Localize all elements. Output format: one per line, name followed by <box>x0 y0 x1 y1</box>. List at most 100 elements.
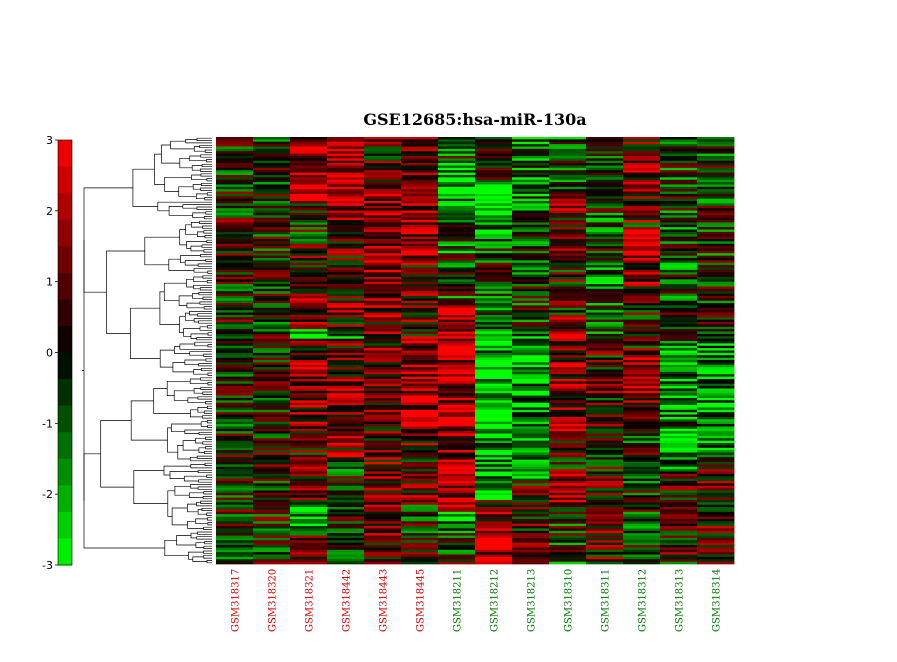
heatmap-cell <box>290 189 328 192</box>
heatmap-cell <box>290 241 328 245</box>
heatmap-cell <box>327 523 365 527</box>
heatmap-cell <box>253 243 291 247</box>
heatmap-cell <box>438 179 476 183</box>
heatmap-cell <box>401 502 439 506</box>
heatmap-cell <box>216 556 254 560</box>
heatmap-cell <box>660 336 698 339</box>
heatmap-cell <box>660 217 698 221</box>
heatmap-cell <box>364 231 402 235</box>
heatmap-cell <box>401 497 439 501</box>
heatmap-cell <box>216 248 254 252</box>
heatmap-cell <box>697 307 735 311</box>
heatmap-cell <box>327 450 365 453</box>
heatmap-cell <box>327 350 365 354</box>
heatmap-cell <box>401 189 439 192</box>
heatmap-cell <box>549 454 587 458</box>
heatmap-cell <box>623 286 661 290</box>
heatmap-cell <box>586 179 624 183</box>
heatmap-cell <box>290 533 328 536</box>
heatmap-cell <box>216 241 254 245</box>
dendrogram-link <box>197 531 212 535</box>
dendrogram-link <box>192 212 206 219</box>
heatmap-cell <box>623 435 661 439</box>
heatmap-cell <box>623 561 661 565</box>
heatmap-cell <box>549 189 587 192</box>
heatmap-cell <box>549 440 587 444</box>
heatmap-cell <box>549 374 587 377</box>
heatmap-cell <box>697 490 735 494</box>
dendrogram-link <box>194 341 212 347</box>
heatmap-cell <box>438 158 476 162</box>
heatmap-cell <box>586 402 624 406</box>
heatmap-cell <box>290 193 328 197</box>
heatmap-cell <box>549 412 587 415</box>
heatmap-cell <box>327 526 365 529</box>
heatmap-cell <box>364 528 402 532</box>
heatmap-cell <box>549 250 587 254</box>
heatmap-cell <box>623 262 661 266</box>
heatmap-cell <box>586 367 624 370</box>
dendrogram-link <box>206 405 212 409</box>
heatmap-cell <box>327 409 365 413</box>
heatmap-cell <box>438 182 476 185</box>
heatmap-cell <box>327 559 365 562</box>
heatmap-cell <box>549 435 587 439</box>
heatmap-cell <box>327 227 365 230</box>
heatmap-cell <box>512 466 550 470</box>
heatmap-cell <box>623 191 661 195</box>
dendrogram-link <box>205 401 212 405</box>
heatmap-cell <box>401 208 439 211</box>
heatmap-cell <box>438 144 476 147</box>
heatmap-cell <box>253 295 291 299</box>
heatmap-cell <box>327 246 365 249</box>
heatmap-cell <box>216 255 254 259</box>
heatmap-cell <box>327 293 365 297</box>
heatmap-cell <box>697 288 735 292</box>
heatmap-cell <box>586 139 624 143</box>
heatmap-cell <box>364 395 402 399</box>
heatmap-cell <box>475 461 513 465</box>
heatmap-cell <box>512 229 550 233</box>
heatmap-cell <box>549 357 587 361</box>
heatmap-cell <box>401 547 439 551</box>
heatmap-cell <box>623 307 661 311</box>
heatmap-cell <box>327 405 365 408</box>
heatmap-cell <box>475 537 513 541</box>
heatmap-cell <box>697 435 735 439</box>
dendrogram-link <box>207 270 212 274</box>
heatmap-cell <box>475 485 513 489</box>
heatmap-cell <box>216 165 254 169</box>
heatmap-cell <box>697 236 735 240</box>
heatmap-cell <box>586 549 624 553</box>
heatmap-cell <box>475 480 513 484</box>
dendrogram-link <box>202 415 212 419</box>
heatmap-cell <box>549 201 587 204</box>
heatmap-cell <box>327 480 365 484</box>
heatmap-cell <box>364 485 402 489</box>
heatmap-cell <box>549 350 587 354</box>
heatmap-cell <box>549 549 587 553</box>
heatmap-cell <box>401 137 439 140</box>
heatmap-cell <box>290 186 328 190</box>
heatmap-cell <box>364 412 402 415</box>
heatmap-cell <box>216 158 254 162</box>
heatmap-cell <box>327 329 365 332</box>
heatmap-cell <box>290 390 328 394</box>
heatmap-cell <box>438 220 476 223</box>
heatmap-cell <box>512 443 550 446</box>
heatmap-cell <box>660 556 698 560</box>
heatmap-cell <box>327 492 365 496</box>
heatmap-cell <box>253 521 291 525</box>
heatmap-cell <box>549 552 587 555</box>
heatmap-cell <box>623 182 661 185</box>
heatmap-cell <box>623 480 661 484</box>
heatmap-cell <box>475 144 513 147</box>
heatmap-cell <box>549 554 587 558</box>
heatmap-cell <box>697 393 735 396</box>
dendrogram-link <box>191 222 203 228</box>
heatmap-cell <box>660 310 698 313</box>
heatmap-cell <box>697 530 735 534</box>
heatmap-cell <box>253 220 291 223</box>
heatmap-cell <box>623 537 661 541</box>
heatmap-cell <box>512 153 550 157</box>
